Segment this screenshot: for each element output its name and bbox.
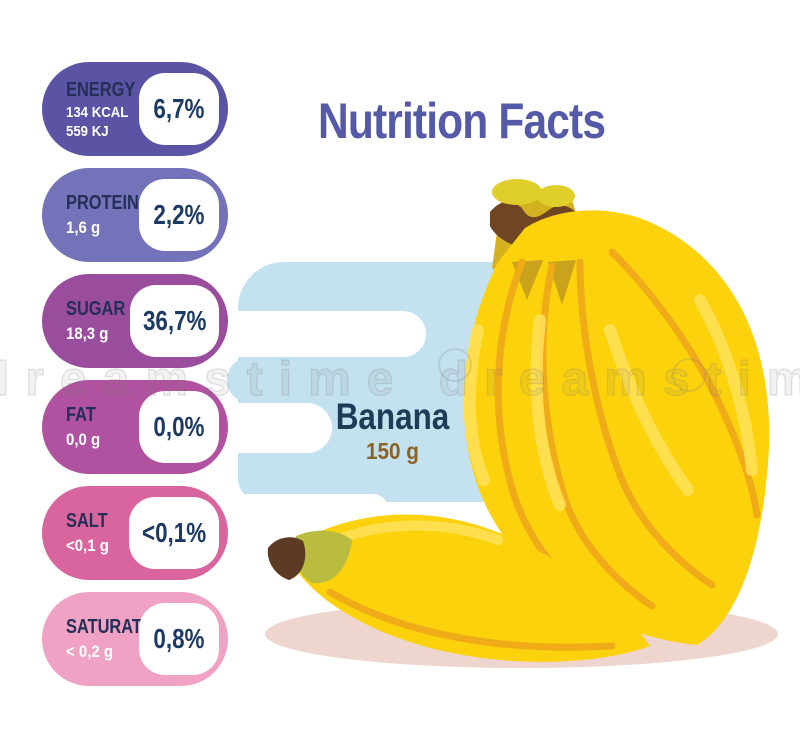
nutrient-label: SALT <box>66 510 108 532</box>
nutrient-percent-pill: 0,8% <box>139 603 219 675</box>
banana-front <box>295 514 650 662</box>
speech-cloud-notch <box>236 311 426 357</box>
nutrient-percent-pill: 6,7% <box>139 73 219 145</box>
nutrient-badge-energy: ENERGY 134 KCAL 559 KJ 6,7% <box>42 62 228 156</box>
nutrient-amount: 134 KCAL <box>66 103 129 121</box>
nutrient-percent: 6,7% <box>153 93 205 124</box>
nutrient-badge-saturates: SATURATES < 0,2 g 0,8% <box>42 592 228 686</box>
nutrient-text: ENERGY 134 KCAL 559 KJ <box>42 79 150 140</box>
nutrient-text: PROTEIN 1,6 g <box>42 192 155 238</box>
banana-front-streak <box>326 588 616 651</box>
nutrient-amount: < 0,2 g <box>66 642 113 661</box>
nutrient-label: SUGAR <box>66 298 126 320</box>
banana-tip-brown <box>267 537 306 580</box>
nutrient-amount: <0,1 g <box>66 536 109 555</box>
nutrient-percent-pill: 2,2% <box>139 179 219 251</box>
nutrient-text: SALT <0,1 g <box>42 510 117 556</box>
banana-highlights <box>463 294 758 511</box>
nutrient-percent: 36,7% <box>142 305 207 336</box>
nutrient-badge-list: ENERGY 134 KCAL 559 KJ 6,7% PROTEIN 1,6 … <box>42 62 228 686</box>
banana-stem-nub <box>492 179 542 205</box>
nutrient-text: SUGAR 18,3 g <box>42 298 138 344</box>
nutrient-amount-kj: 559 KJ <box>66 122 109 140</box>
nutrient-amount: 18,3 g <box>66 324 109 343</box>
speech-cloud-band <box>227 357 307 403</box>
nutrient-percent-pill: <0,1% <box>128 497 219 569</box>
banana-tip-olive <box>293 530 352 584</box>
nutrient-percent: 0,0% <box>153 411 205 442</box>
nutrient-amount: 1,6 g <box>66 218 101 237</box>
nutrient-percent-pill: 0,0% <box>139 391 219 463</box>
nutrient-badge-fat: FAT 0,0 g 0,0% <box>42 380 228 474</box>
nutrient-label: ENERGY <box>66 78 136 101</box>
page-title: Nutrition Facts <box>318 93 606 149</box>
nutrient-percent-pill: 36,7% <box>129 285 219 357</box>
nutrient-label: FAT <box>66 404 96 426</box>
nutrient-badge-protein: PROTEIN 1,6 g 2,2% <box>42 168 228 262</box>
nutrient-text: FAT 0,0 g <box>42 404 105 450</box>
nutrient-label: PROTEIN <box>66 192 139 214</box>
speech-cloud-notch <box>236 403 332 453</box>
nutrient-percent: <0,1% <box>141 517 206 548</box>
nutrient-badge-salt: SALT <0,1 g <0,1% <box>42 486 228 580</box>
nutrient-badge-sugar: SUGAR 18,3 g 36,7% <box>42 274 228 368</box>
banana-stem-nub <box>537 185 575 207</box>
nutrient-amount: 0,0 g <box>66 430 101 449</box>
banana-stem-shadow <box>548 260 576 305</box>
nutrient-percent: 0,8% <box>153 623 205 654</box>
product-name: Banana <box>335 396 450 437</box>
nutrient-percent: 2,2% <box>153 199 205 230</box>
product-weight: 150 g <box>366 438 419 464</box>
